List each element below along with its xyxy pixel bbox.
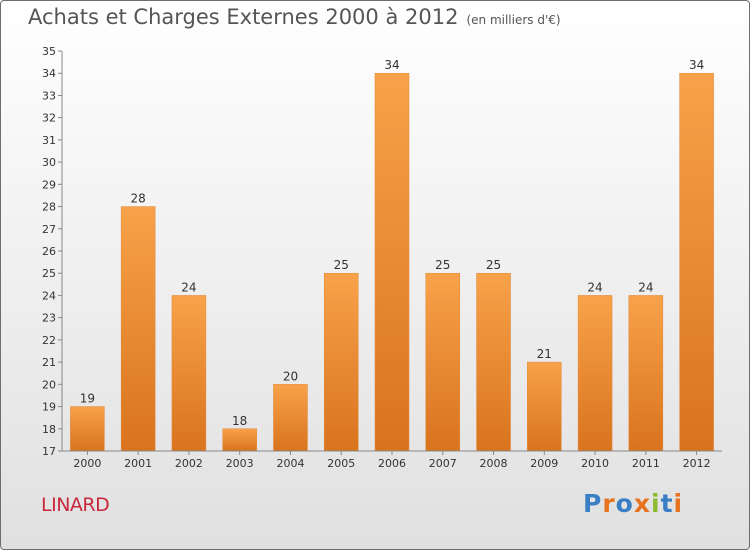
bar-2002 [171,295,207,452]
x-tick-label: 2007 [429,457,457,470]
bar-2009 [527,361,562,452]
logo-letter: i [651,489,661,518]
x-tick-label: 2003 [226,457,254,470]
chart-unit: (en milliers d'€) [466,13,561,27]
y-tick-label: 24 [42,289,56,302]
logo-letter: i [673,489,684,518]
y-tick-label: 25 [42,267,56,280]
x-tick-label: 2010 [581,457,609,470]
data-label-2000: 19 [80,392,95,406]
bar-2001 [120,206,156,452]
x-tick-label: 2009 [530,457,558,470]
data-label-2010: 24 [587,280,602,294]
data-labels: 19 28 24 18 20 25 34 25 25 21 24 24 34 [80,58,705,428]
y-tick-label: 30 [42,156,56,169]
data-label-2008: 25 [486,258,501,272]
x-tick-label: 2012 [683,457,711,470]
y-tick-label: 23 [42,312,56,325]
proxiti-logo[interactable]: Proxiti [583,489,683,518]
data-label-2012: 34 [689,58,704,72]
x-tick-label: 2011 [632,457,660,470]
x-tick-label: 2002 [175,457,203,470]
logo-letter: t [660,489,674,518]
x-tick-label: 2004 [276,457,304,470]
data-label-2002: 24 [181,280,196,294]
bar-2004 [273,384,308,452]
bar-2010 [577,295,613,452]
y-axis: 17 18 19 20 21 22 23 24 25 26 27 28 29 30 31 32 33 34 35 [42,45,63,458]
bar-2003 [222,428,257,452]
y-tick-label: 27 [42,223,56,236]
logo-letter: r [602,489,616,518]
bar-2008 [476,272,511,452]
y-tick-label: 32 [42,112,56,125]
chart-title: Achats et Charges Externes 2000 à 2012 (e… [28,5,561,29]
y-tick-label: 33 [42,89,56,102]
data-label-2005: 25 [334,258,349,272]
y-tick-label: 18 [42,423,56,436]
y-tick-label: 26 [42,245,56,258]
bar-2011 [628,295,664,452]
x-tick-label: 2000 [73,457,101,470]
y-tick-label: 21 [42,356,56,369]
bar-2012 [679,72,714,452]
x-tick-label: 2005 [327,457,355,470]
data-label-2003: 18 [232,414,247,428]
y-tick-label: 19 [42,401,56,414]
y-tick-label: 31 [42,134,56,147]
x-tick-label: 2008 [480,457,508,470]
y-tick-label: 28 [42,201,56,214]
y-tick-label: 34 [42,67,56,80]
bar-2007 [425,272,461,452]
x-tick-label: 2006 [378,457,406,470]
logo-letter: x [633,489,651,518]
x-axis: 2000 2001 2002 2003 2004 2005 2006 2007 2008 2009… [62,450,722,470]
logo-letter: P [583,489,603,518]
bar-2006 [374,72,410,452]
data-label-2006: 34 [384,58,399,72]
data-label-2001: 28 [131,192,146,206]
data-label-2009: 21 [537,347,552,361]
bar-2000 [70,406,105,452]
logo-letter: o [615,489,634,518]
y-tick-label: 35 [42,45,56,58]
bar-2005 [323,272,359,452]
y-tick-label: 22 [42,334,56,347]
commune-name: LINARD [41,494,110,516]
chart-title-text: Achats et Charges Externes 2000 à 2012 [28,5,459,29]
y-tick-label: 17 [42,445,56,458]
x-tick-label: 2001 [124,457,152,470]
data-label-2007: 25 [435,258,450,272]
data-label-2011: 24 [638,280,653,294]
y-tick-label: 20 [42,378,56,391]
bars [70,72,714,452]
data-label-2004: 20 [283,369,298,383]
y-tick-label: 29 [42,178,56,191]
